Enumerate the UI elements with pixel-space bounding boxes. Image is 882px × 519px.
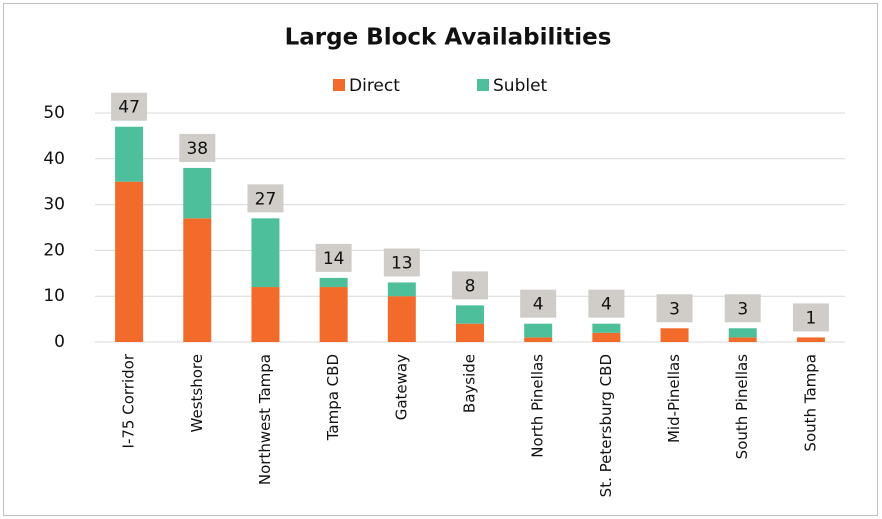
- bar-segment: [251, 218, 280, 288]
- total-label: 38: [186, 139, 208, 159]
- total-label: 1: [805, 308, 816, 328]
- total-label-box: [179, 133, 216, 162]
- total-label: 14: [323, 249, 345, 269]
- bar-segment: [456, 323, 484, 342]
- bar-segment: [115, 126, 144, 182]
- total-label-box: [111, 92, 148, 121]
- bar-segment: [183, 218, 212, 342]
- total-label: 3: [737, 299, 748, 319]
- total-label-box: [792, 303, 829, 332]
- x-tick-label: North Pinellas: [529, 354, 547, 458]
- y-tick-label: 30: [43, 195, 65, 215]
- x-tick-label: South Pinellas: [733, 354, 751, 460]
- total-label: 27: [255, 189, 277, 209]
- total-label: 13: [391, 253, 413, 273]
- legend-label: Sublet: [493, 76, 548, 96]
- total-label-box: [520, 289, 557, 318]
- bar-segment: [524, 323, 553, 338]
- x-tick-label: Bayside: [461, 354, 479, 413]
- x-tick-label: Gateway: [392, 354, 410, 420]
- total-label: 47: [118, 98, 140, 118]
- bar-segment: [660, 328, 689, 342]
- bar-segment: [183, 167, 212, 219]
- y-tick-label: 40: [43, 149, 65, 169]
- chart-title: Large Block Availabilities: [285, 25, 612, 51]
- y-tick-label: 10: [43, 286, 65, 306]
- y-tick-label: 50: [43, 103, 65, 123]
- bar-segment: [251, 287, 280, 342]
- total-label-box: [588, 289, 625, 318]
- legend-swatch: [477, 79, 489, 91]
- total-label-box: [247, 184, 284, 213]
- bar-segment: [319, 277, 348, 288]
- total-label-box: [724, 294, 761, 323]
- total-label: 8: [465, 276, 476, 296]
- x-tick-label: Tampa CBD: [324, 354, 342, 441]
- bar-segment: [456, 305, 484, 324]
- total-label: 4: [533, 295, 544, 315]
- bar-segment: [592, 323, 621, 333]
- total-label-box: [315, 243, 352, 272]
- bar-segment: [524, 337, 553, 342]
- total-label-box: [656, 294, 693, 323]
- x-tick-label: South Tampa: [801, 354, 819, 452]
- y-tick-label: 0: [54, 332, 65, 352]
- bar-segment: [728, 328, 757, 338]
- bar-segment: [387, 296, 416, 342]
- bar-segment: [319, 287, 348, 342]
- x-tick-label: Westshore: [188, 354, 206, 432]
- y-tick-label: 20: [43, 240, 65, 260]
- total-label: 4: [601, 295, 612, 315]
- bar-segment: [796, 337, 825, 342]
- bar-segment: [728, 337, 757, 342]
- x-tick-label: St. Petersburg CBD: [597, 354, 615, 497]
- bar-segment: [387, 282, 416, 297]
- total-label: 3: [669, 299, 680, 319]
- legend-label: Direct: [349, 76, 400, 96]
- bar-segment: [592, 332, 621, 342]
- total-label-box: [452, 271, 488, 300]
- total-label-box: [383, 248, 420, 277]
- x-tick-label: I-75 Corridor: [120, 353, 138, 448]
- legend-swatch: [333, 79, 345, 91]
- bar-segment: [115, 181, 144, 342]
- x-tick-label: Mid-Pinellas: [665, 354, 683, 443]
- chart-border: [3, 3, 878, 516]
- x-tick-label: Northwest Tampa: [256, 354, 274, 485]
